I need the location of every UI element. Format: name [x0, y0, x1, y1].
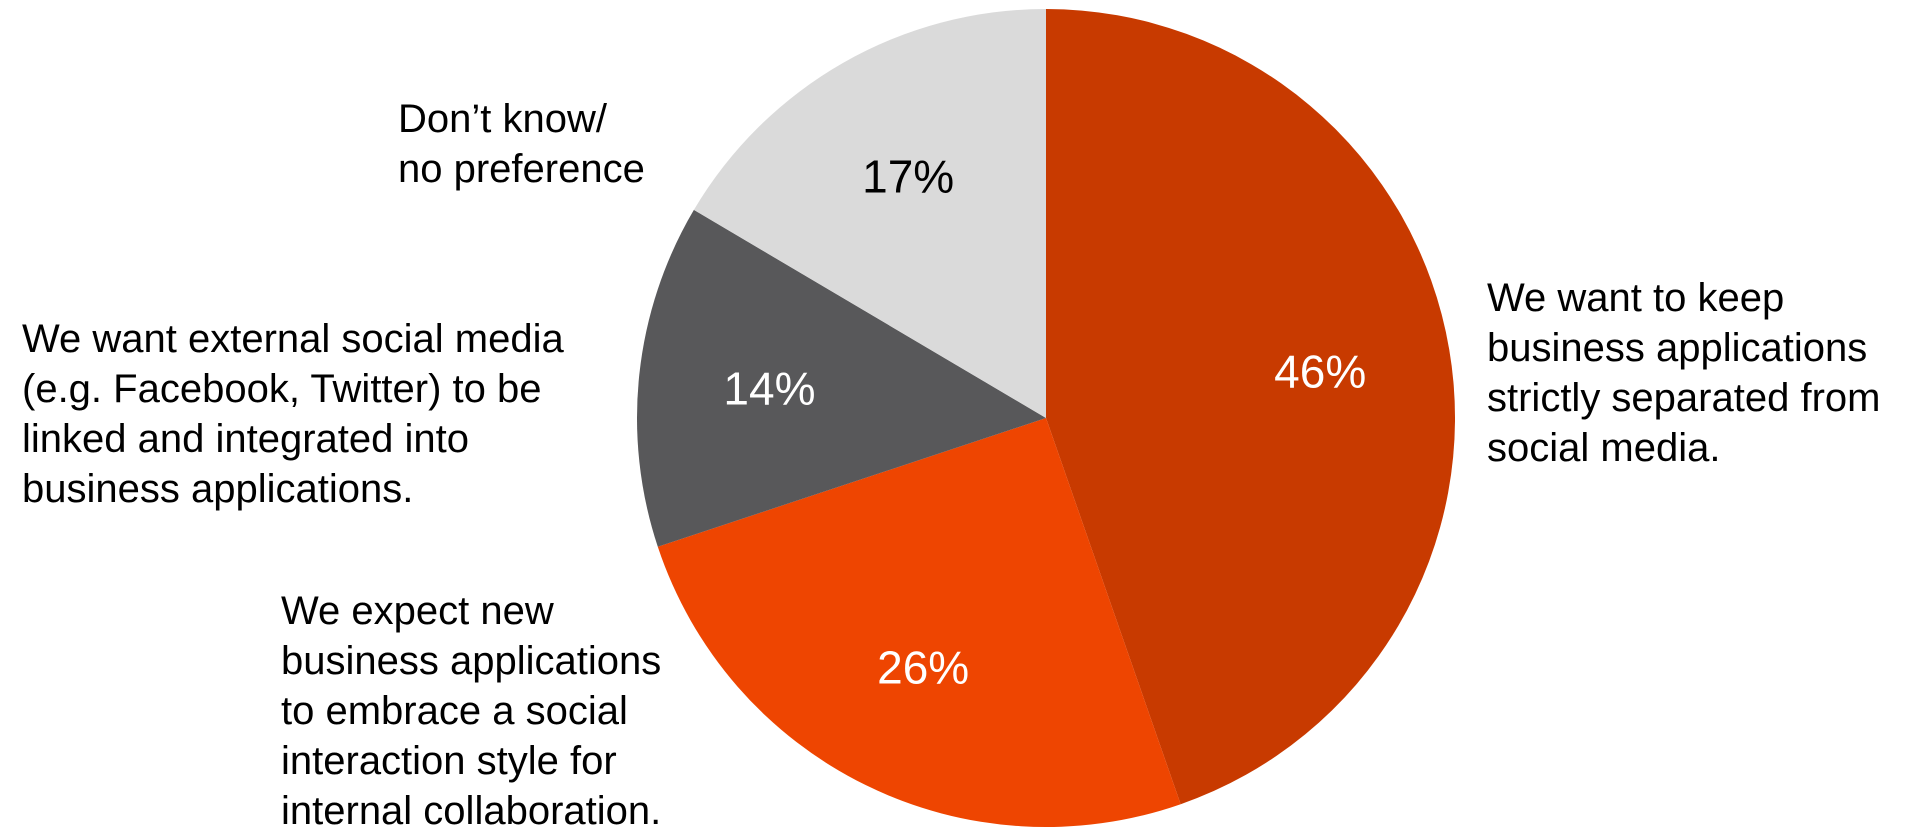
pie-value-label-dont-know: 17% — [862, 150, 954, 202]
slice-label-social-interaction-style: We expect new business applications to e… — [281, 589, 662, 833]
slice-label-keep-separated: We want to keep business applications st… — [1487, 276, 1881, 470]
pie-value-label-social-interaction-style: 26% — [877, 642, 969, 694]
pie-slice-keep-separated — [1046, 9, 1456, 805]
pie-value-label-external-social-media: 14% — [723, 362, 815, 414]
pie-slice-social-interaction-style — [657, 418, 1181, 828]
pie-slice-dont-know — [693, 9, 1046, 418]
pie-value-label-keep-separated: 46% — [1274, 346, 1366, 398]
slice-label-dont-know: Don’t know/ no preference — [398, 97, 645, 191]
pie-slice-external-social-media — [637, 209, 1046, 547]
slice-label-external-social-media: We want external social media (e.g. Face… — [22, 317, 564, 511]
